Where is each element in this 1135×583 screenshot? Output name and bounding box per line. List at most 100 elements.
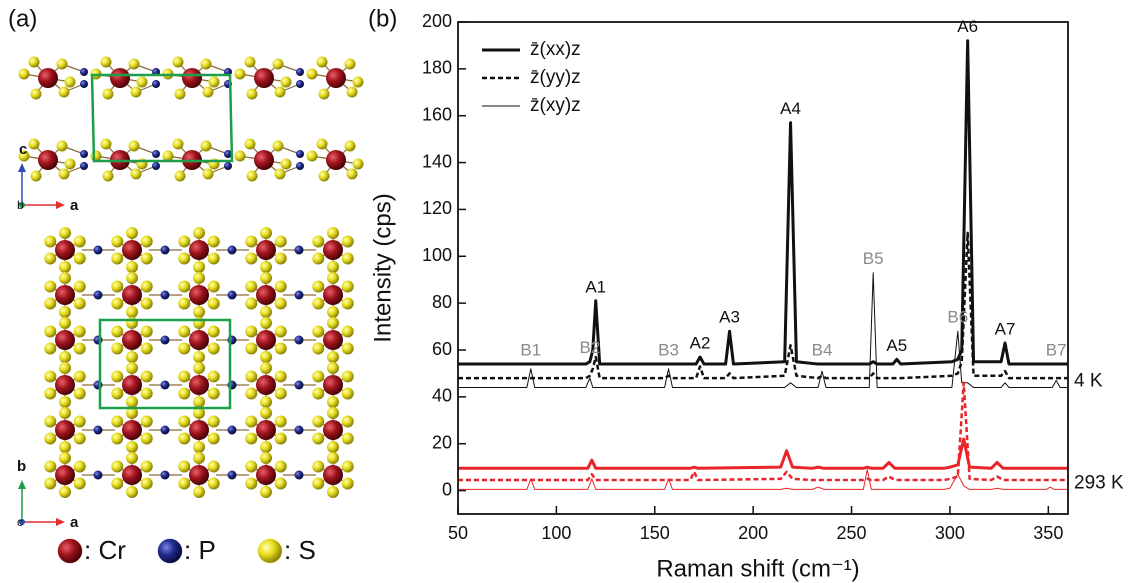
- atom: [207, 415, 220, 428]
- atom: [341, 297, 354, 310]
- legend-label: : S: [284, 535, 316, 565]
- atom: [200, 58, 212, 70]
- atom: [44, 252, 57, 265]
- atom: [193, 306, 205, 318]
- atom: [178, 387, 191, 400]
- atom: [122, 465, 142, 485]
- atom: [200, 140, 212, 152]
- atom: [316, 138, 328, 150]
- atom: [140, 252, 153, 265]
- atom: [327, 441, 339, 453]
- atom: [59, 441, 71, 453]
- y-tick-label: 20: [432, 432, 452, 452]
- atom: [59, 317, 71, 329]
- atom: [193, 441, 205, 453]
- y-tick-label: 180: [422, 58, 452, 78]
- atom: [323, 420, 343, 440]
- axis-label: c: [19, 141, 27, 158]
- atom: [140, 460, 153, 473]
- atom: [18, 68, 30, 80]
- atom: [260, 227, 272, 239]
- axis-label: a: [70, 197, 79, 214]
- y-tick-label: 80: [432, 292, 452, 312]
- atom: [172, 138, 184, 150]
- atom: [227, 290, 237, 300]
- peak-label: A3: [719, 308, 740, 327]
- atom: [140, 432, 153, 445]
- atom: [256, 240, 276, 260]
- atom: [126, 227, 138, 239]
- atom: [55, 330, 75, 350]
- atom: [294, 245, 304, 255]
- atom: [160, 425, 170, 435]
- atom: [178, 342, 191, 355]
- atom: [296, 162, 304, 170]
- atom: [227, 470, 237, 480]
- atom: [178, 280, 191, 293]
- atom: [122, 285, 142, 305]
- spectrum-line: [458, 437, 1068, 470]
- atom: [178, 432, 191, 445]
- atom: [30, 170, 42, 182]
- atom: [140, 370, 153, 383]
- atom: [274, 342, 287, 355]
- atom: [111, 235, 124, 248]
- atom: [122, 375, 142, 395]
- atom: [323, 330, 343, 350]
- atom: [44, 325, 57, 338]
- atom: [234, 150, 246, 162]
- peak-label: B6: [947, 308, 968, 327]
- atom: [44, 432, 57, 445]
- atom: [178, 252, 191, 265]
- atom: [93, 425, 103, 435]
- atom: [140, 280, 153, 293]
- atom: [346, 86, 358, 98]
- atom: [316, 56, 328, 68]
- atom: [318, 170, 330, 182]
- atom: [73, 280, 86, 293]
- atom: [80, 150, 88, 158]
- atom: [245, 432, 258, 445]
- peak-label: A5: [886, 336, 907, 355]
- atom: [246, 88, 258, 100]
- x-tick-label: 200: [738, 523, 768, 543]
- spectrum-line: [458, 231, 1068, 380]
- atom: [152, 150, 160, 158]
- atom: [189, 375, 209, 395]
- atom: [73, 460, 86, 473]
- peak-label: B2: [579, 338, 600, 357]
- atom: [44, 415, 57, 428]
- atom: [126, 486, 138, 498]
- peak-label: A1: [585, 277, 606, 296]
- x-axis-label: Raman shift (cm⁻¹): [656, 555, 859, 582]
- atom: [274, 370, 287, 383]
- atom: [160, 290, 170, 300]
- atom: [55, 465, 75, 485]
- atom: [260, 486, 272, 498]
- atom: [272, 140, 284, 152]
- peak-label: A4: [780, 99, 801, 118]
- atom: [44, 342, 57, 355]
- y-tick-label: 40: [432, 386, 452, 406]
- atom: [111, 477, 124, 490]
- atom: [318, 88, 330, 100]
- unit-cell: [90, 73, 234, 163]
- atom: [128, 140, 140, 152]
- atom: [274, 235, 287, 248]
- legend-swatch: [57, 538, 83, 564]
- atom: [327, 407, 339, 419]
- atom: [140, 297, 153, 310]
- x-tick-label: 300: [935, 523, 965, 543]
- atom: [341, 415, 354, 428]
- peak-label: B7: [1046, 341, 1067, 360]
- atom: [272, 58, 284, 70]
- atom: [178, 415, 191, 428]
- atom: [59, 407, 71, 419]
- atom: [245, 297, 258, 310]
- atom: [172, 56, 184, 68]
- atom: [73, 387, 86, 400]
- atom: [58, 168, 70, 180]
- atom: [126, 306, 138, 318]
- atom: [260, 441, 272, 453]
- y-tick-label: 200: [422, 11, 452, 31]
